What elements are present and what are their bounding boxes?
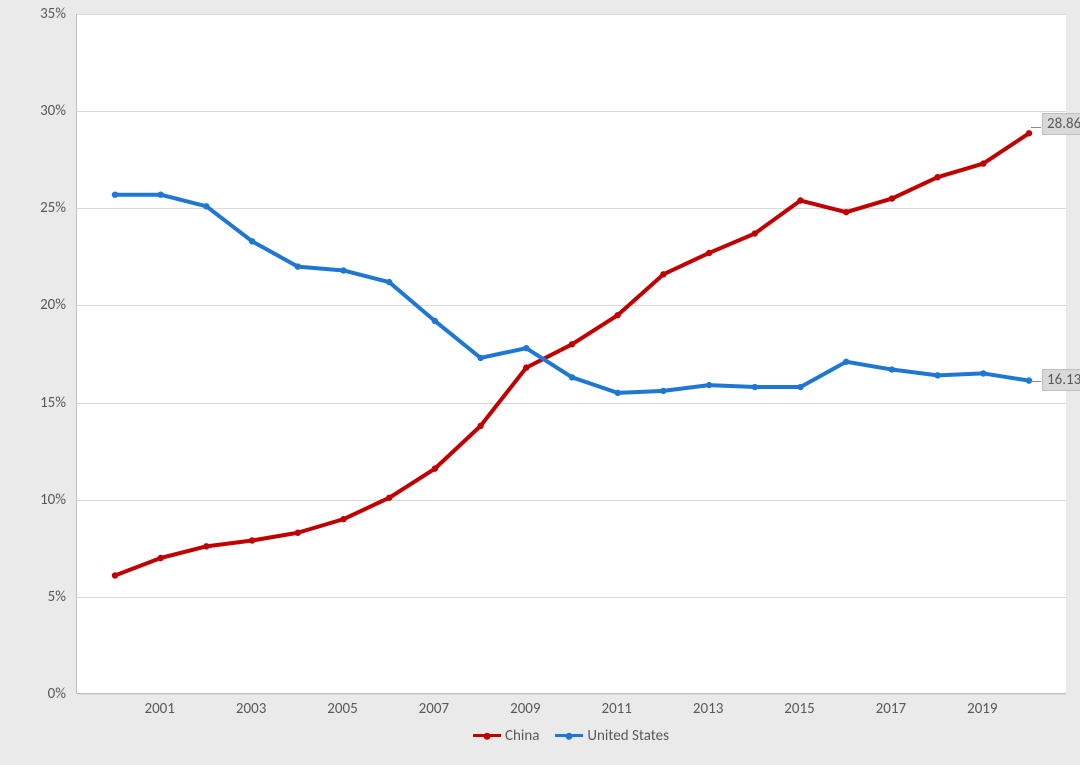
x-tick-label: 2007 [419, 700, 449, 718]
y-tick-label: 5% [20, 588, 66, 606]
legend-item-united-states: United States [555, 727, 669, 745]
series-marker [158, 191, 164, 197]
data-label-leader [1031, 381, 1041, 382]
series-marker [980, 160, 986, 166]
series-line-united-states [115, 195, 1029, 393]
x-tick-label: 2019 [967, 700, 997, 718]
y-tick-label: 25% [20, 199, 66, 217]
series-marker [1026, 130, 1032, 136]
series-marker [980, 370, 986, 376]
series-marker [752, 384, 758, 390]
legend-swatch [473, 734, 501, 737]
series-marker [889, 195, 895, 201]
y-tick-label: 35% [20, 5, 66, 23]
y-tick-label: 10% [20, 491, 66, 509]
gridline [77, 111, 1066, 112]
series-marker [569, 374, 575, 380]
series-marker [660, 271, 666, 277]
series-layer [77, 14, 1067, 694]
series-marker [843, 209, 849, 215]
series-marker [889, 366, 895, 372]
x-tick-label: 2005 [327, 700, 357, 718]
x-tick-label: 2009 [510, 700, 540, 718]
gridline [77, 14, 1066, 15]
series-marker [295, 263, 301, 269]
x-tick-label: 2011 [601, 700, 631, 718]
x-tick-label: 2013 [693, 700, 723, 718]
x-tick-label: 2001 [144, 700, 174, 718]
gridline [77, 694, 1066, 695]
y-tick-label: 0% [20, 685, 66, 703]
series-line-china [115, 133, 1029, 575]
series-marker [660, 388, 666, 394]
series-marker [249, 238, 255, 244]
gridline [77, 208, 1066, 209]
series-marker [523, 345, 529, 351]
series-marker [569, 341, 575, 347]
chart-container: China United States 0% 5% 10% 15% 20% 25% 30% 35… [0, 0, 1080, 765]
series-marker [752, 230, 758, 236]
series-marker [843, 359, 849, 365]
series-marker [340, 516, 346, 522]
data-label: 28.86% [1042, 113, 1080, 135]
series-marker [615, 312, 621, 318]
legend-item-china: China [473, 727, 539, 745]
legend: China United States [465, 724, 677, 745]
series-marker [158, 555, 164, 561]
legend-label: United States [587, 727, 669, 745]
data-label: 16.13% [1042, 369, 1080, 391]
series-marker [432, 318, 438, 324]
series-marker [249, 537, 255, 543]
series-marker [797, 197, 803, 203]
x-tick-label: 2017 [876, 700, 906, 718]
gridline [77, 305, 1066, 306]
series-marker [934, 372, 940, 378]
plot-area [76, 14, 1066, 694]
series-marker [523, 364, 529, 370]
gridline [77, 597, 1066, 598]
series-marker [706, 250, 712, 256]
series-marker [706, 382, 712, 388]
y-tick-label: 30% [20, 102, 66, 120]
series-marker [112, 572, 118, 578]
series-marker [340, 267, 346, 273]
series-marker [477, 355, 483, 361]
series-marker [477, 423, 483, 429]
series-marker [432, 465, 438, 471]
x-tick-label: 2015 [784, 700, 814, 718]
series-marker [615, 390, 621, 396]
gridline [77, 500, 1066, 501]
legend-swatch [555, 734, 583, 737]
y-tick-label: 15% [20, 394, 66, 412]
data-label-leader [1031, 127, 1041, 128]
series-marker [295, 530, 301, 536]
series-marker [934, 174, 940, 180]
series-marker [203, 543, 209, 549]
series-marker [112, 191, 118, 197]
x-tick-label: 2003 [236, 700, 266, 718]
legend-label: China [505, 727, 539, 745]
series-marker [797, 384, 803, 390]
y-tick-label: 20% [20, 296, 66, 314]
series-marker [386, 279, 392, 285]
gridline [77, 403, 1066, 404]
